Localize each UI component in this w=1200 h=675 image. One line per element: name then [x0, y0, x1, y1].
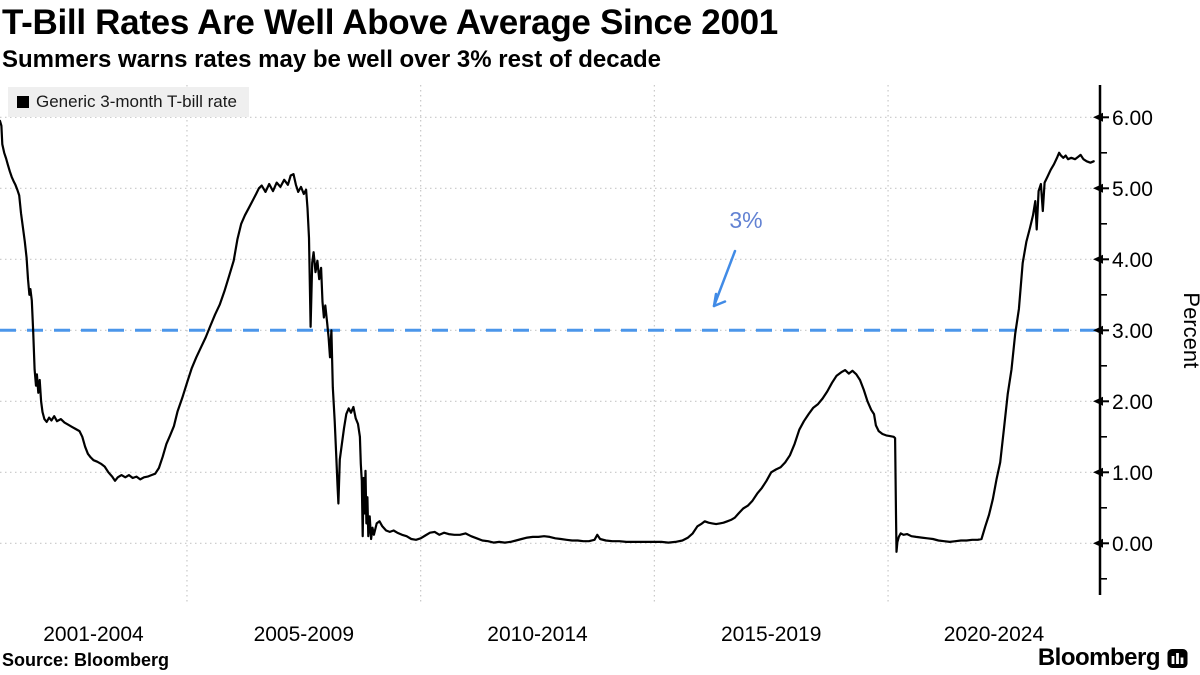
- legend: Generic 3-month T-bill rate: [8, 87, 249, 117]
- annotation-arrow-shaft: [712, 249, 737, 308]
- svg-text:3.00: 3.00: [1112, 320, 1153, 343]
- page-subtitle: Summers warns rates may be well over 3% …: [2, 46, 661, 73]
- svg-text:6.00: 6.00: [1112, 107, 1153, 130]
- page-title: T-Bill Rates Are Well Above Average Sinc…: [2, 3, 778, 42]
- svg-text:4.00: 4.00: [1112, 249, 1153, 272]
- svg-text:5.00: 5.00: [1112, 178, 1153, 201]
- svg-text:2005-2009: 2005-2009: [254, 623, 354, 646]
- chart-svg: 0.001.002.003.004.005.006.00 2001-2004 20…: [0, 85, 1200, 646]
- x-axis-labels: 2001-2004 2005-2009 2010-2014 2015-2019 2020…: [43, 623, 1044, 646]
- svg-text:2020-2024: 2020-2024: [944, 623, 1045, 646]
- legend-label: Generic 3-month T-bill rate: [36, 92, 237, 111]
- source-credit: Source: Bloomberg: [2, 650, 170, 670]
- legend-swatch-icon: [17, 96, 29, 108]
- svg-text:0.00: 0.00: [1112, 533, 1153, 556]
- annotation-arrow-head-icon: [712, 292, 727, 308]
- svg-text:2.00: 2.00: [1112, 391, 1153, 414]
- three-percent-annotation-label: 3%: [729, 207, 762, 233]
- svg-text:2010-2014: 2010-2014: [487, 623, 588, 646]
- bloomberg-brand: Bloomberg: [1038, 644, 1188, 672]
- y-axis: 0.00 1.00 2.00 3.00 4.00 5.00 6.00: [1093, 85, 1153, 595]
- three-percent-annotation: 3%: [712, 207, 763, 308]
- svg-text:1.00: 1.00: [1112, 462, 1153, 485]
- bloomberg-logo-icon: [1167, 648, 1188, 668]
- y-axis-title: Percent: [1179, 292, 1200, 368]
- tbill-rate-line: [0, 119, 1095, 553]
- x-gridlines: [186, 85, 889, 602]
- bloomberg-wordmark: Bloomberg: [1037, 644, 1161, 671]
- svg-text:2001-2004: 2001-2004: [43, 623, 144, 646]
- svg-text:2015-2019: 2015-2019: [721, 623, 821, 646]
